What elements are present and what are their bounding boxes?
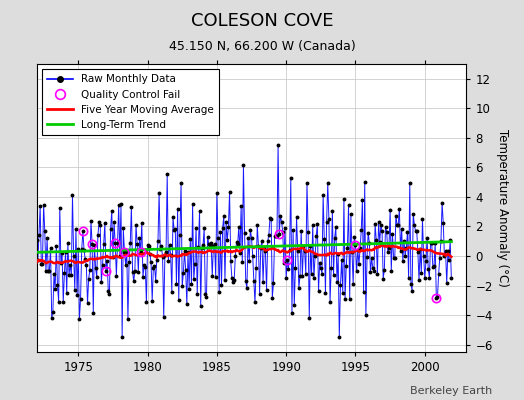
Y-axis label: Temperature Anomaly (°C): Temperature Anomaly (°C) xyxy=(496,129,509,287)
Text: COLESON COVE: COLESON COVE xyxy=(191,12,333,30)
Legend: Raw Monthly Data, Quality Control Fail, Five Year Moving Average, Long-Term Tren: Raw Monthly Data, Quality Control Fail, … xyxy=(42,69,220,135)
Text: 45.150 N, 66.200 W (Canada): 45.150 N, 66.200 W (Canada) xyxy=(169,40,355,53)
Text: Berkeley Earth: Berkeley Earth xyxy=(410,386,493,396)
